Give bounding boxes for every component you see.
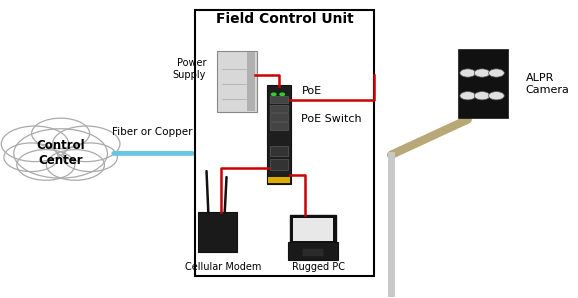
FancyBboxPatch shape [267,85,291,184]
Text: Power
Supply: Power Supply [173,58,206,80]
Text: PoE Switch: PoE Switch [302,114,362,125]
Text: PoE: PoE [302,86,321,97]
FancyBboxPatch shape [270,114,288,121]
FancyBboxPatch shape [198,212,238,252]
Text: Control
Center: Control Center [36,139,85,167]
Circle shape [280,93,284,95]
Text: Rugged PC: Rugged PC [292,262,344,271]
Circle shape [63,143,117,172]
FancyBboxPatch shape [292,218,333,240]
Circle shape [46,150,105,180]
FancyBboxPatch shape [270,159,288,170]
FancyBboxPatch shape [270,105,288,112]
Circle shape [272,93,276,95]
Circle shape [475,69,490,77]
FancyBboxPatch shape [247,52,255,111]
FancyBboxPatch shape [217,51,257,111]
Circle shape [1,126,69,162]
FancyBboxPatch shape [302,249,323,257]
Text: Field Control Unit: Field Control Unit [216,12,354,26]
Circle shape [4,143,58,172]
Bar [268,177,290,183]
Circle shape [14,129,108,178]
Circle shape [53,126,120,162]
FancyBboxPatch shape [290,215,336,244]
FancyBboxPatch shape [459,50,508,118]
FancyBboxPatch shape [270,96,288,103]
Circle shape [17,150,75,180]
Text: Fiber or Copper: Fiber or Copper [112,127,192,137]
Text: ALPR
Camera: ALPR Camera [525,73,569,95]
Circle shape [32,118,90,149]
FancyBboxPatch shape [270,146,288,156]
Circle shape [460,91,476,100]
Circle shape [488,69,504,77]
Circle shape [460,69,476,77]
Bar [195,10,374,276]
Circle shape [488,91,504,100]
FancyBboxPatch shape [270,122,288,130]
Text: Cellular Modem: Cellular Modem [185,262,261,271]
Circle shape [475,91,490,100]
FancyBboxPatch shape [288,242,338,260]
